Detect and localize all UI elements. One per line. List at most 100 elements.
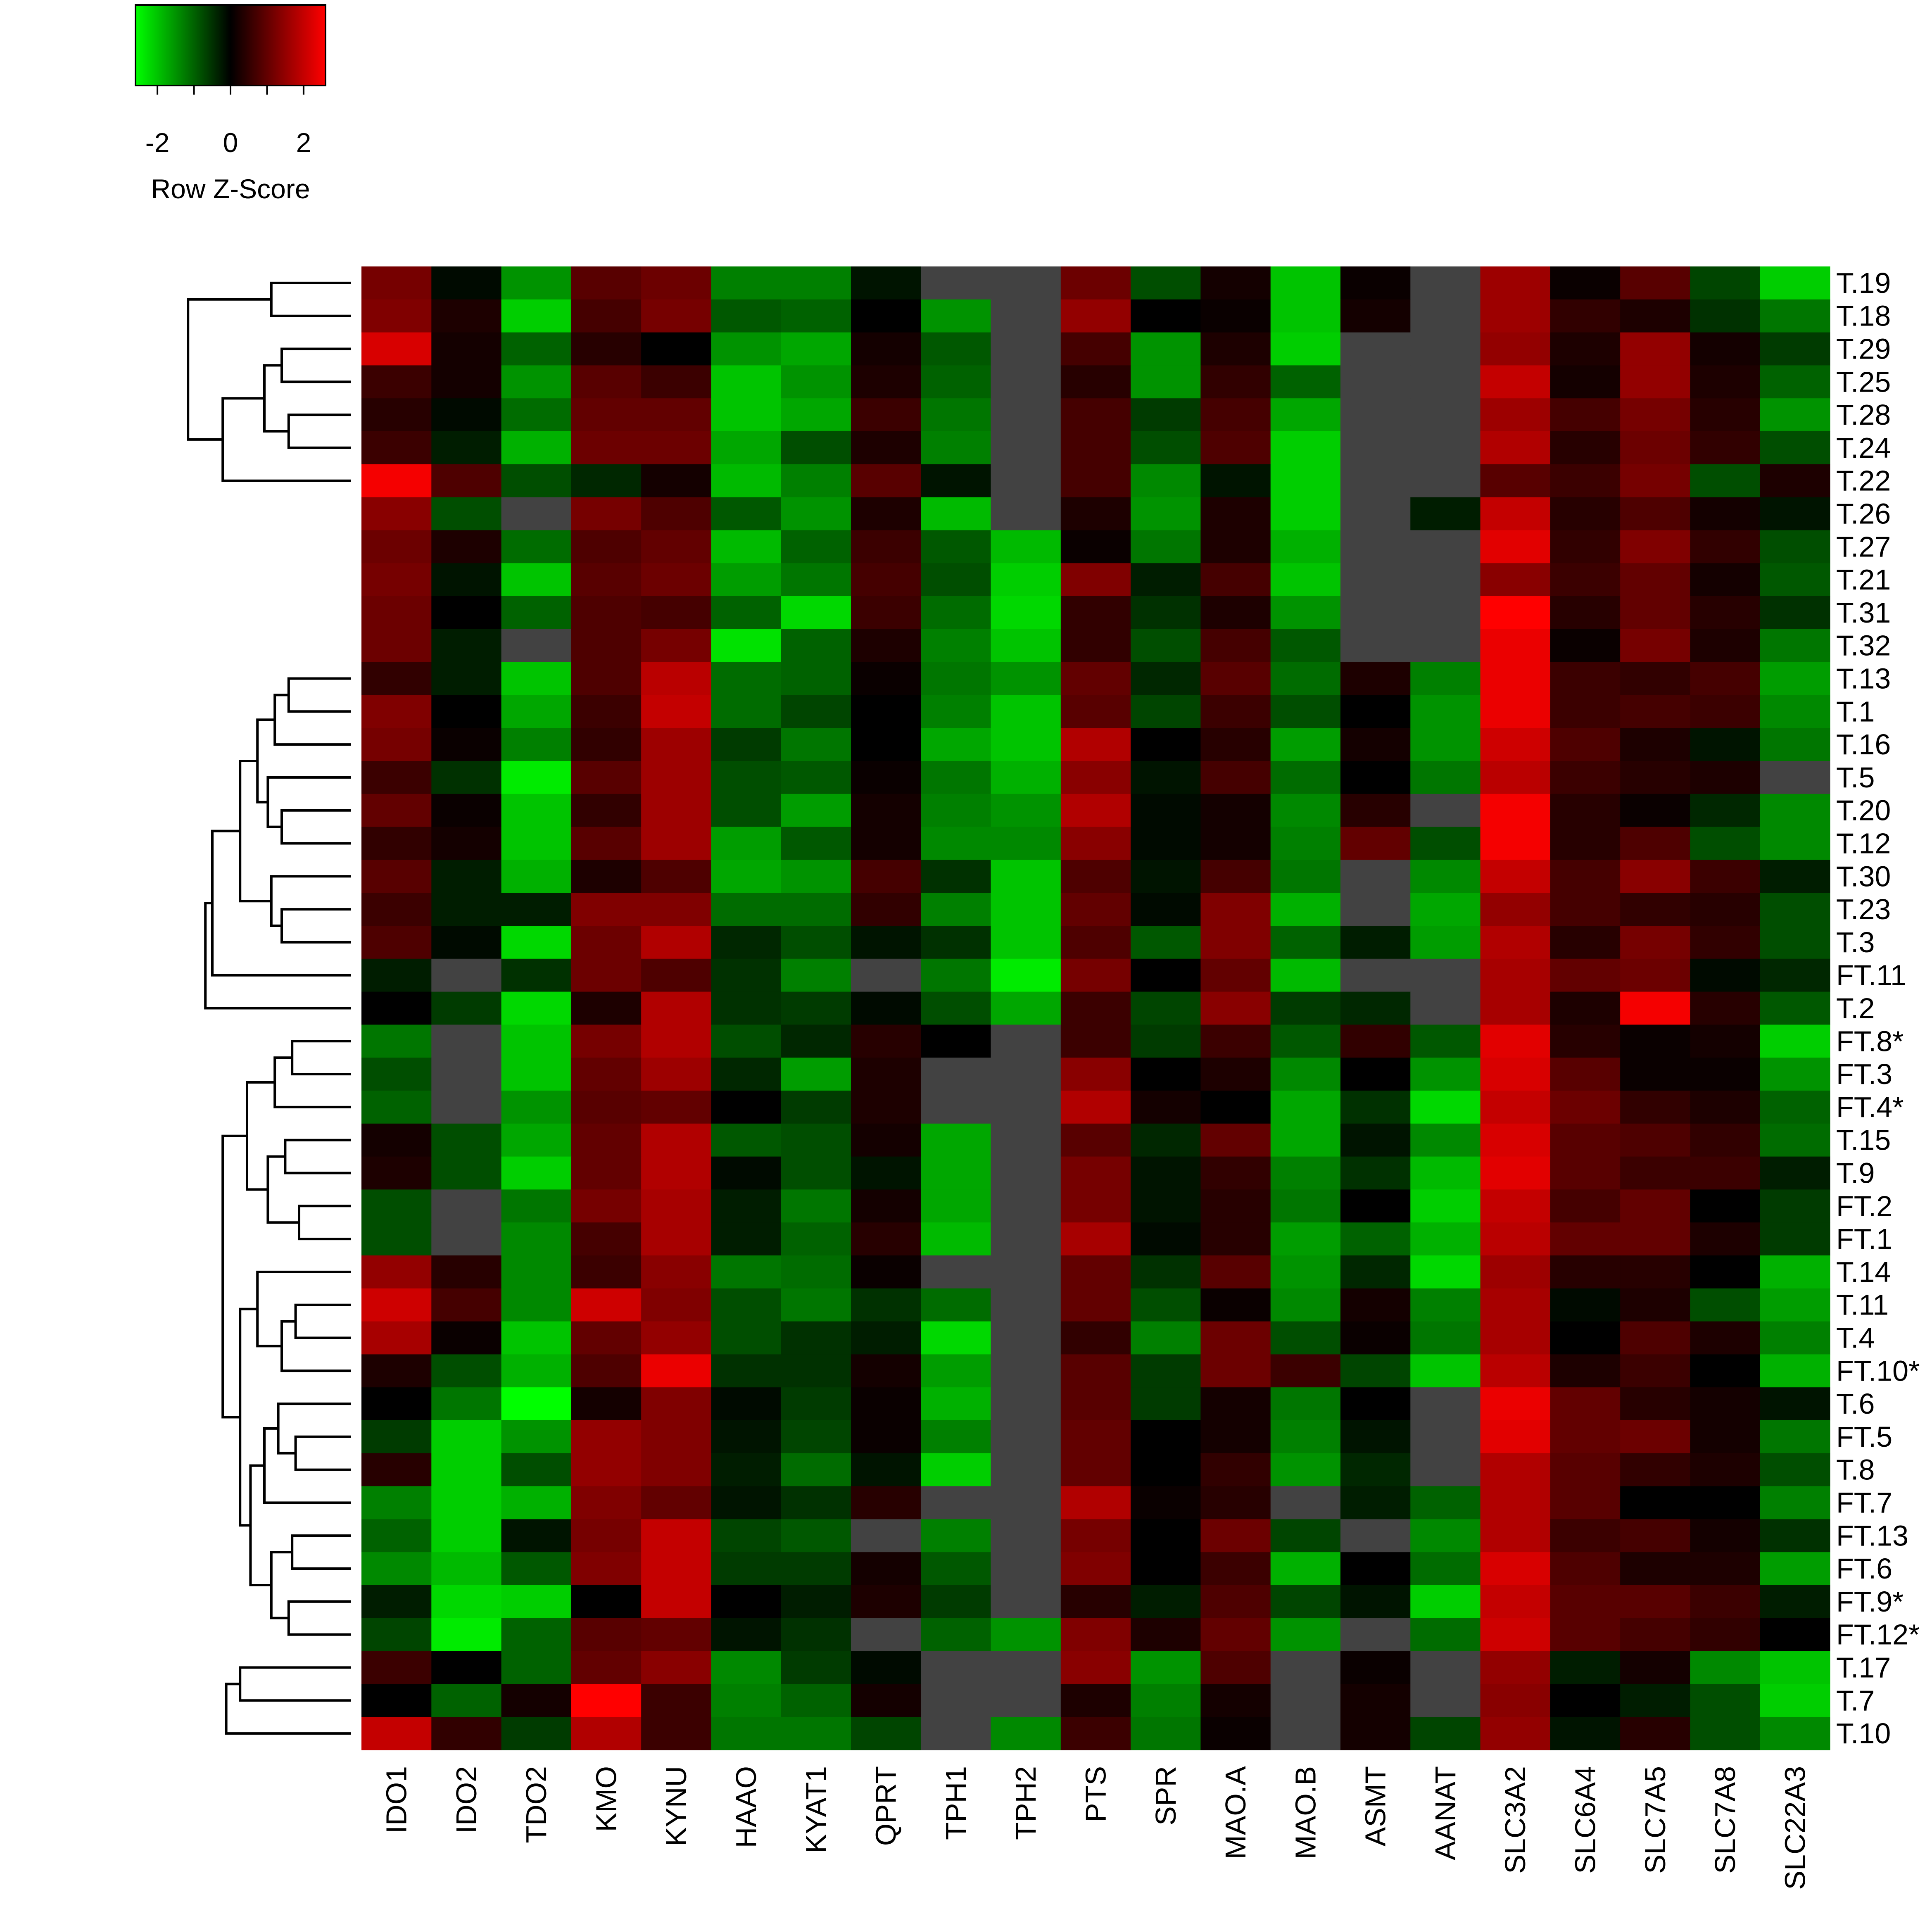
heatmap-cell-t-19-kmo bbox=[571, 266, 642, 300]
heatmap-cell-t-32-slc7a8 bbox=[1690, 629, 1761, 663]
heatmap-cell-ft-2-tph1 bbox=[921, 1189, 991, 1223]
heatmap-cell-ft-10-star-mao-b bbox=[1270, 1354, 1341, 1388]
heatmap-cell-t-17-slc3a2 bbox=[1480, 1651, 1551, 1684]
heatmap-cell-t-27-slc6a4 bbox=[1550, 530, 1621, 563]
heatmap-cell-t-16-kmo bbox=[571, 728, 642, 761]
heatmap-cell-t-8-slc3a2 bbox=[1480, 1453, 1551, 1487]
heatmap-cell-ft-3-tph1 bbox=[921, 1058, 991, 1091]
heatmap-cell-t-20-tdo2 bbox=[501, 794, 572, 827]
heatmap-cell-t-30-ido2 bbox=[431, 860, 502, 893]
heatmap-cell-t-16-haao bbox=[711, 728, 782, 761]
heatmap-cell-t-21-haao bbox=[711, 563, 782, 597]
heatmap-cell-t-17-slc7a5 bbox=[1620, 1651, 1691, 1684]
heatmap-cell-t-7-slc7a5 bbox=[1620, 1684, 1691, 1717]
heatmap-cell-t-12-kmo bbox=[571, 827, 642, 860]
heatmap-cell-t-14-kynu bbox=[641, 1255, 712, 1289]
heatmap-cell-t-30-asmt bbox=[1340, 860, 1411, 893]
heatmap-cell-t-11-kyat1 bbox=[781, 1288, 851, 1322]
heatmap-cell-t-9-aanat bbox=[1410, 1156, 1481, 1190]
heatmap-cell-t-28-mao-b bbox=[1270, 398, 1341, 432]
heatmap-cell-t-17-aanat bbox=[1410, 1651, 1481, 1684]
heatmap-cell-ft-6-slc6a4 bbox=[1550, 1552, 1621, 1586]
heatmap-cell-t-17-ido2 bbox=[431, 1651, 502, 1684]
heatmap-cell-t-3-slc7a8 bbox=[1690, 926, 1761, 959]
heatmap-cell-t-23-kmo bbox=[571, 893, 642, 926]
heatmap-cell-t-30-slc3a2 bbox=[1480, 860, 1551, 893]
heatmap-cell-t-28-kynu bbox=[641, 398, 712, 432]
heatmap-cell-ft-4-star-tph2 bbox=[991, 1091, 1061, 1124]
heatmap-cell-t-20-kynu bbox=[641, 794, 712, 827]
heatmap-cell-t-15-kyat1 bbox=[781, 1123, 851, 1157]
heatmap-cell-t-27-tph1 bbox=[921, 530, 991, 563]
heatmap-cell-ft-13-ido2 bbox=[431, 1519, 502, 1552]
heatmap-cell-t-16-kynu bbox=[641, 728, 712, 761]
heatmap-cell-t-1-slc22a3 bbox=[1760, 695, 1830, 728]
heatmap-cell-t-26-mao-a bbox=[1200, 497, 1271, 530]
row-label-t-12: T.12 bbox=[1836, 827, 1891, 860]
heatmap-cell-t-14-kmo bbox=[571, 1255, 642, 1289]
heatmap-cell-ft-11-tph2 bbox=[991, 958, 1061, 992]
heatmap-cell-t-7-aanat bbox=[1410, 1684, 1481, 1717]
heatmap-cell-t-21-tph2 bbox=[991, 563, 1061, 597]
dendrogram-branch bbox=[270, 281, 351, 317]
heatmap-cell-t-26-slc6a4 bbox=[1550, 497, 1621, 530]
heatmap-cell-t-11-slc7a8 bbox=[1690, 1288, 1761, 1322]
heatmap-cell-ft-1-spr bbox=[1131, 1222, 1201, 1256]
heatmap-cell-t-29-mao-b bbox=[1270, 332, 1341, 366]
heatmap-cell-ft-7-kyat1 bbox=[781, 1486, 851, 1519]
heatmap-cell-t-31-kmo bbox=[571, 596, 642, 630]
heatmap-cell-t-32-kynu bbox=[641, 629, 712, 663]
heatmap-cell-t-3-spr bbox=[1131, 926, 1201, 959]
dendrogram-branch bbox=[280, 809, 351, 845]
heatmap-cell-t-23-asmt bbox=[1340, 893, 1411, 926]
row-label-t-18: T.18 bbox=[1836, 300, 1891, 332]
heatmap-cell-ft-13-asmt bbox=[1340, 1519, 1411, 1552]
heatmap-cell-ft-6-kyat1 bbox=[781, 1552, 851, 1586]
heatmap-cell-t-5-ido2 bbox=[431, 761, 502, 794]
heatmap-cell-t-25-pts bbox=[1060, 365, 1131, 399]
heatmap-cell-t-13-aanat bbox=[1410, 662, 1481, 695]
heatmap-cell-t-18-slc6a4 bbox=[1550, 299, 1621, 333]
heatmap-cell-t-4-tph1 bbox=[921, 1321, 991, 1355]
heatmap-cell-t-25-aanat bbox=[1410, 365, 1481, 399]
heatmap-cell-ft-3-mao-a bbox=[1200, 1058, 1271, 1091]
heatmap-cell-ft-8-star-mao-b bbox=[1270, 1025, 1341, 1058]
heatmap-cell-t-14-ido1 bbox=[361, 1255, 432, 1289]
heatmap-cell-ft-5-spr bbox=[1131, 1420, 1201, 1454]
heatmap-cell-ft-13-slc7a5 bbox=[1620, 1519, 1691, 1552]
heatmap-cell-t-7-pts bbox=[1060, 1684, 1131, 1717]
heatmap-cell-t-29-aanat bbox=[1410, 332, 1481, 366]
heatmap-cell-ft-7-slc7a5 bbox=[1620, 1486, 1691, 1519]
heatmap-cell-t-15-slc6a4 bbox=[1550, 1123, 1621, 1157]
heatmap-cell-ft-5-tdo2 bbox=[501, 1420, 572, 1454]
heatmap-cell-t-9-slc6a4 bbox=[1550, 1156, 1621, 1190]
heatmap-cell-t-8-ido1 bbox=[361, 1453, 432, 1487]
heatmap-cell-t-12-slc22a3 bbox=[1760, 827, 1830, 860]
heatmap-cell-t-31-tph2 bbox=[991, 596, 1061, 630]
heatmap-cell-t-7-ido1 bbox=[361, 1684, 432, 1717]
heatmap-cell-t-1-ido2 bbox=[431, 695, 502, 728]
heatmap-cell-t-7-spr bbox=[1131, 1684, 1201, 1717]
heatmap-cell-ft-2-slc3a2 bbox=[1480, 1189, 1551, 1223]
heatmap-cell-ft-9-star-mao-a bbox=[1200, 1585, 1271, 1619]
dendrogram-branch bbox=[221, 397, 351, 482]
heatmap-cell-ft-4-star-kmo bbox=[571, 1091, 642, 1124]
heatmap-cell-t-12-kyat1 bbox=[781, 827, 851, 860]
heatmap-cell-t-5-kmo bbox=[571, 761, 642, 794]
heatmap-cell-t-2-slc22a3 bbox=[1760, 991, 1830, 1025]
heatmap-cell-t-24-slc3a2 bbox=[1480, 431, 1551, 465]
heatmap-cell-ft-1-kyat1 bbox=[781, 1222, 851, 1256]
row-label-t-13: T.13 bbox=[1836, 663, 1891, 695]
heatmap-cell-t-10-aanat bbox=[1410, 1717, 1481, 1750]
heatmap-cell-ft-2-kynu bbox=[641, 1189, 712, 1223]
heatmap-cell-ft-6-tph2 bbox=[991, 1552, 1061, 1586]
heatmap-cell-t-5-slc3a2 bbox=[1480, 761, 1551, 794]
heatmap-cell-t-21-qprt bbox=[851, 563, 921, 597]
heatmap-cell-t-14-slc3a2 bbox=[1480, 1255, 1551, 1289]
heatmap-cell-ft-2-asmt bbox=[1340, 1189, 1411, 1223]
heatmap-cell-t-5-mao-b bbox=[1270, 761, 1341, 794]
heatmap-cell-t-10-ido1 bbox=[361, 1717, 432, 1750]
heatmap-cell-t-7-haao bbox=[711, 1684, 782, 1717]
heatmap-cell-t-14-slc7a8 bbox=[1690, 1255, 1761, 1289]
heatmap-cell-t-29-ido2 bbox=[431, 332, 502, 366]
